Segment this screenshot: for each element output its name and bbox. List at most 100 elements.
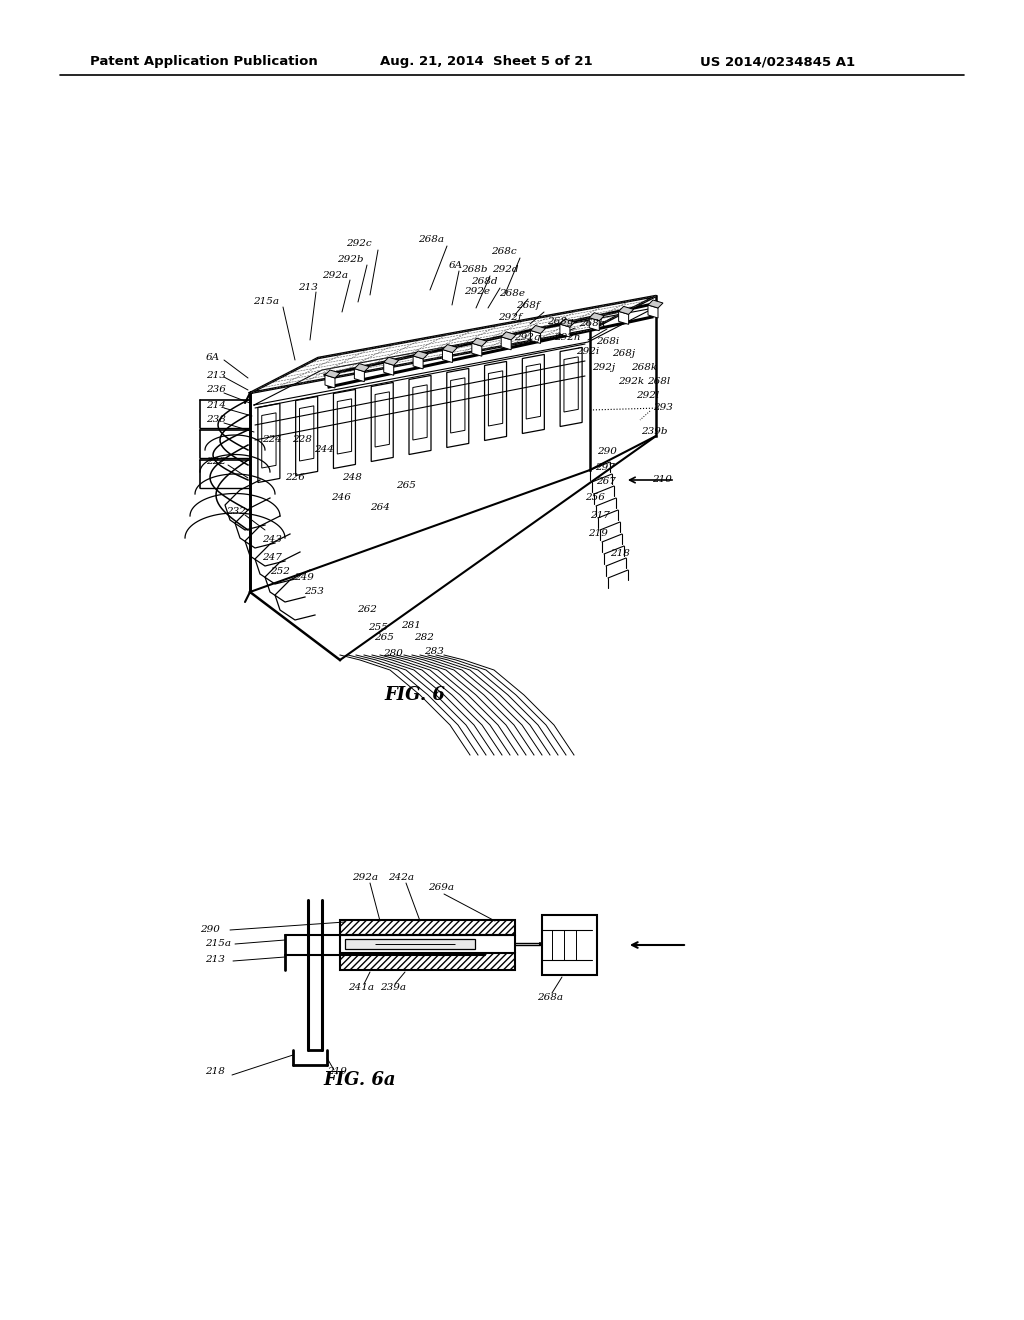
- Text: 246: 246: [331, 494, 351, 503]
- Text: 292l: 292l: [636, 391, 659, 400]
- Text: 292i: 292i: [575, 347, 599, 356]
- Text: 6A: 6A: [206, 354, 220, 363]
- Polygon shape: [384, 358, 398, 366]
- Text: 292a: 292a: [352, 874, 378, 883]
- Polygon shape: [530, 330, 541, 343]
- Text: 226: 226: [285, 474, 305, 483]
- Polygon shape: [648, 300, 663, 308]
- Text: 268i: 268i: [596, 338, 620, 346]
- Text: 213: 213: [206, 371, 226, 380]
- Text: 281: 281: [401, 622, 421, 631]
- Polygon shape: [413, 356, 423, 368]
- Text: 215a: 215a: [205, 939, 231, 948]
- Text: 242a: 242a: [388, 874, 414, 883]
- Polygon shape: [442, 350, 453, 363]
- Text: 267: 267: [596, 478, 615, 487]
- Text: 232: 232: [226, 507, 246, 516]
- Polygon shape: [618, 306, 634, 314]
- Text: 292e: 292e: [464, 288, 490, 297]
- Text: 213: 213: [205, 956, 225, 965]
- Polygon shape: [560, 325, 570, 337]
- Text: 217: 217: [590, 511, 610, 520]
- Text: 283: 283: [424, 647, 443, 656]
- Text: 292a: 292a: [322, 271, 348, 280]
- Text: 214: 214: [206, 401, 226, 411]
- Text: 213: 213: [298, 282, 317, 292]
- Text: 249: 249: [294, 573, 314, 582]
- Text: 292f: 292f: [498, 314, 522, 322]
- Polygon shape: [354, 363, 370, 372]
- Polygon shape: [530, 326, 546, 334]
- Text: FIG. 6a: FIG. 6a: [324, 1071, 396, 1089]
- Text: 269a: 269a: [428, 883, 454, 892]
- Text: 239a: 239a: [380, 983, 406, 993]
- Text: US 2014/0234845 A1: US 2014/0234845 A1: [700, 55, 855, 69]
- Text: Patent Application Publication: Patent Application Publication: [90, 55, 317, 69]
- Text: 265: 265: [374, 634, 394, 643]
- Text: 219: 219: [588, 528, 608, 537]
- Text: 292d: 292d: [492, 265, 518, 275]
- Text: 265: 265: [396, 482, 416, 491]
- Text: 290: 290: [597, 447, 616, 457]
- Polygon shape: [501, 337, 511, 350]
- Polygon shape: [354, 368, 365, 381]
- Text: 262: 262: [357, 606, 377, 615]
- Text: 268c: 268c: [490, 248, 517, 256]
- Polygon shape: [472, 338, 486, 346]
- Polygon shape: [325, 370, 340, 378]
- Text: 268b: 268b: [461, 265, 487, 275]
- Text: 228: 228: [292, 436, 312, 445]
- Text: 268h: 268h: [579, 318, 605, 327]
- Text: 268f: 268f: [516, 301, 540, 310]
- Text: 218: 218: [610, 549, 630, 557]
- Text: 292k: 292k: [618, 378, 644, 387]
- Text: 264: 264: [370, 503, 390, 511]
- Polygon shape: [325, 375, 335, 388]
- Text: 292g: 292g: [514, 334, 541, 342]
- Text: 243: 243: [262, 536, 282, 544]
- Polygon shape: [501, 331, 516, 339]
- Polygon shape: [345, 939, 475, 949]
- Text: 268d: 268d: [471, 277, 498, 286]
- Text: 292j: 292j: [592, 363, 615, 371]
- Text: 236: 236: [206, 385, 226, 395]
- Text: 268l: 268l: [647, 378, 671, 387]
- Polygon shape: [340, 920, 515, 935]
- Text: 268e: 268e: [499, 289, 525, 297]
- Text: 238: 238: [206, 416, 226, 425]
- Text: 215a: 215a: [253, 297, 279, 306]
- Polygon shape: [648, 305, 658, 318]
- Text: 239b: 239b: [641, 428, 668, 437]
- Polygon shape: [340, 953, 515, 970]
- Text: 292c: 292c: [346, 239, 372, 248]
- Text: 6A: 6A: [449, 260, 463, 269]
- Polygon shape: [384, 362, 393, 375]
- Text: 247: 247: [262, 553, 282, 561]
- Text: 268k: 268k: [631, 363, 657, 372]
- Text: 210: 210: [652, 475, 672, 484]
- Text: 248: 248: [342, 474, 361, 483]
- Polygon shape: [618, 312, 629, 325]
- Text: 268j: 268j: [612, 348, 635, 358]
- Polygon shape: [472, 343, 482, 356]
- Text: 219: 219: [327, 1068, 347, 1077]
- Polygon shape: [542, 915, 597, 975]
- Text: 282: 282: [414, 632, 434, 642]
- Text: 241a: 241a: [348, 983, 374, 993]
- Text: 244: 244: [314, 446, 334, 454]
- Text: 293: 293: [653, 404, 673, 412]
- Polygon shape: [442, 345, 458, 352]
- Text: 268g: 268g: [547, 318, 573, 326]
- Text: 292b: 292b: [337, 256, 364, 264]
- Text: 218: 218: [205, 1068, 225, 1077]
- Text: 252: 252: [270, 568, 290, 577]
- Text: 280: 280: [383, 649, 402, 659]
- Text: 222: 222: [206, 458, 226, 466]
- Text: Aug. 21, 2014  Sheet 5 of 21: Aug. 21, 2014 Sheet 5 of 21: [380, 55, 593, 69]
- Text: 292h: 292h: [554, 334, 581, 342]
- Text: 255: 255: [368, 623, 388, 632]
- Polygon shape: [589, 318, 599, 331]
- Text: FIG. 6: FIG. 6: [385, 686, 445, 704]
- Text: 268a: 268a: [418, 235, 444, 244]
- Text: 253: 253: [304, 587, 324, 597]
